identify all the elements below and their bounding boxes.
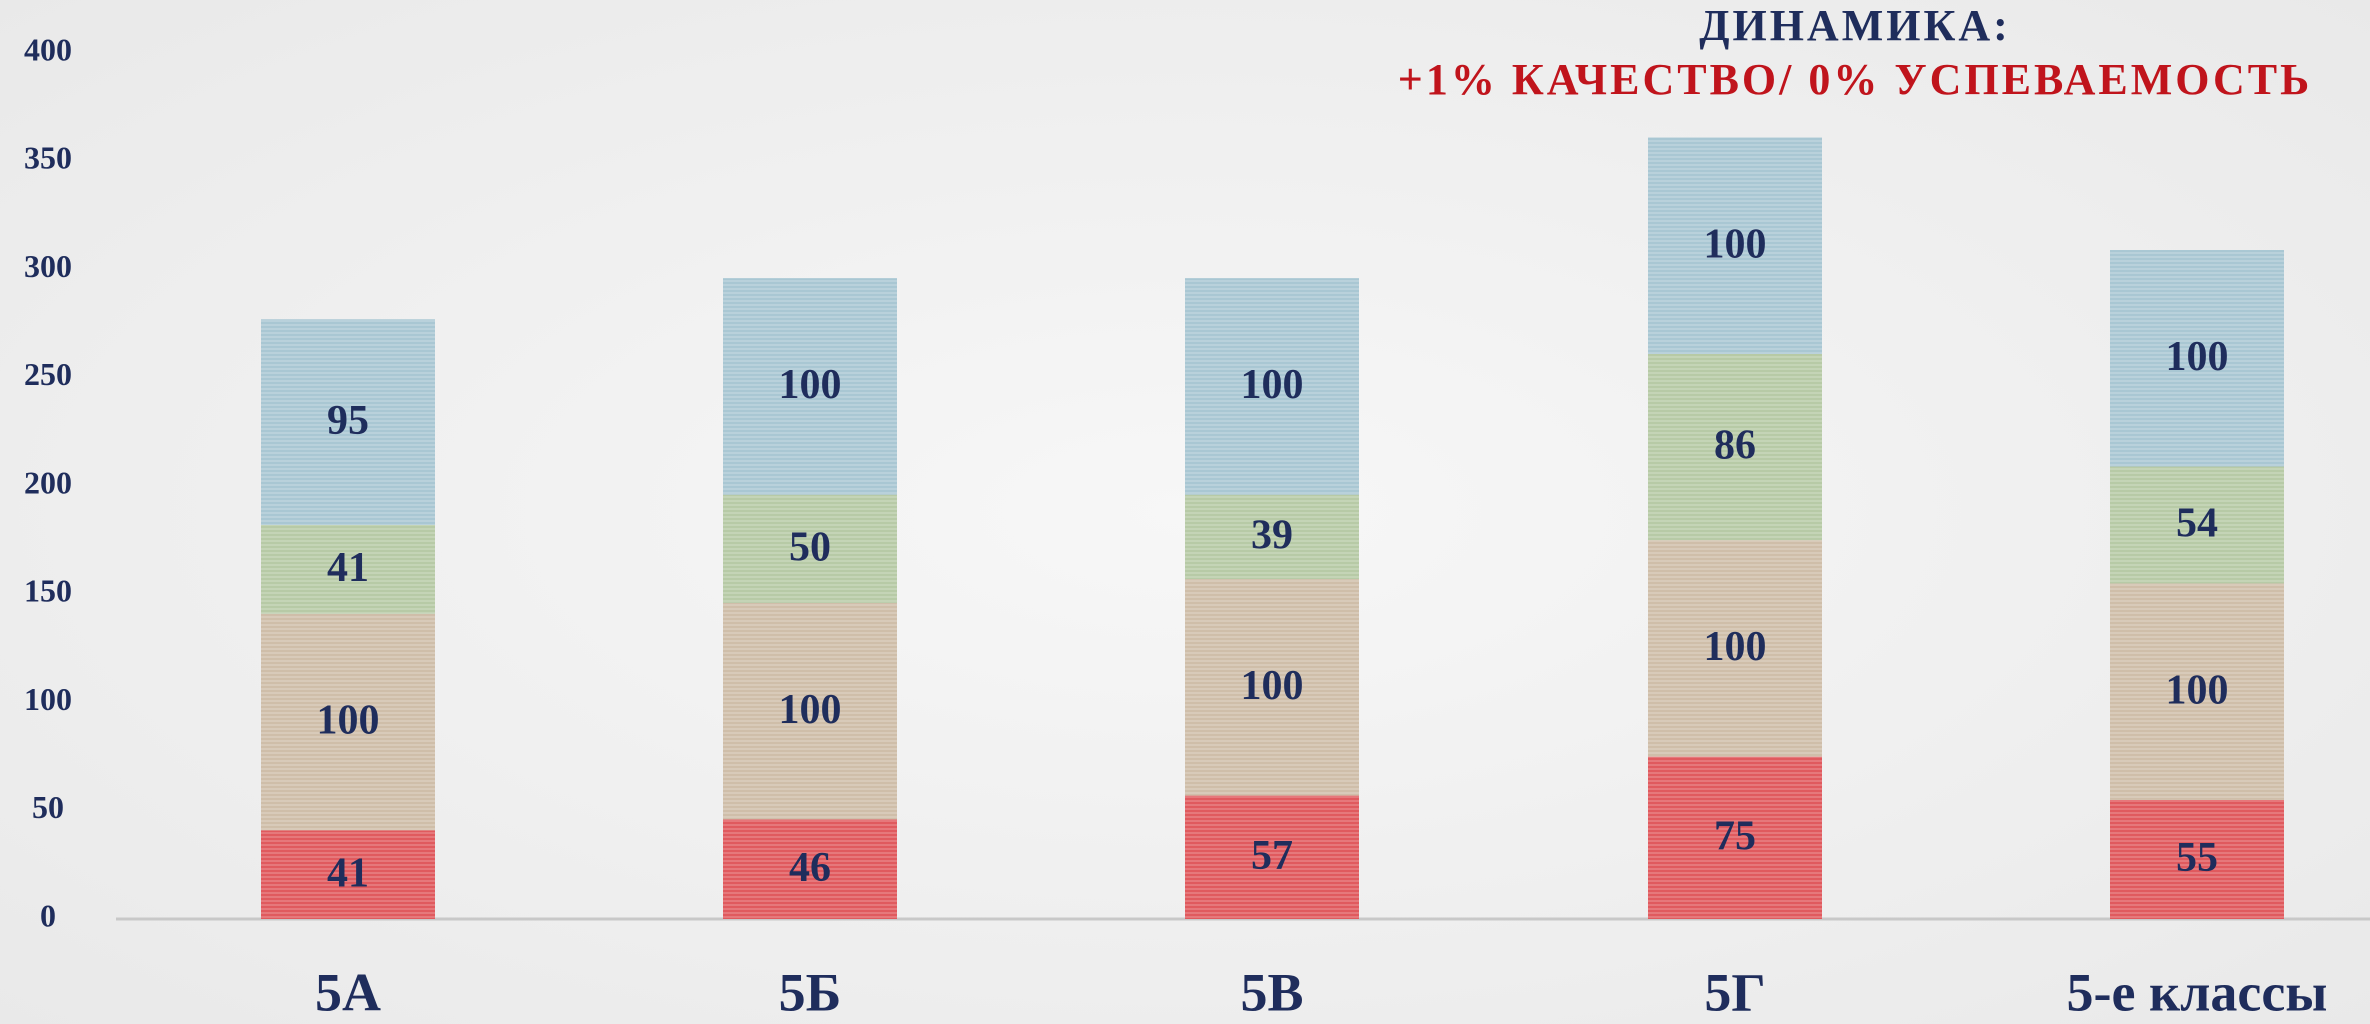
bar-texture — [1648, 756, 1822, 919]
data-label: 95 — [327, 398, 369, 444]
data-label: 86 — [1714, 423, 1756, 469]
chart-title: ДИНАМИКА: — [1699, 1, 2011, 50]
bar-texture — [261, 613, 435, 831]
data-label: 39 — [1251, 513, 1293, 559]
data-label: 46 — [789, 845, 831, 891]
y-tick-label: 0 — [40, 897, 56, 933]
bar-texture — [723, 278, 897, 495]
y-tick-label: 300 — [24, 248, 72, 284]
y-tick-label: 150 — [24, 573, 72, 609]
data-label: 100 — [1704, 221, 1767, 267]
data-label: 41 — [327, 850, 369, 896]
bar-texture — [723, 819, 897, 919]
x-tick-label: 5-е классы — [2067, 962, 2328, 1022]
data-label: 75 — [1714, 813, 1756, 859]
y-tick-label: 400 — [24, 31, 72, 67]
y-tick-label: 200 — [24, 464, 72, 500]
bar-texture — [2110, 583, 2284, 800]
bar-texture — [1185, 795, 1359, 919]
bar-texture — [261, 830, 435, 919]
x-tick-label: 5Б — [779, 962, 842, 1022]
bar-texture — [1185, 278, 1359, 495]
data-label: 41 — [327, 545, 369, 591]
data-label: 100 — [1704, 624, 1767, 670]
data-label: 57 — [1251, 833, 1293, 879]
data-label: 55 — [2176, 835, 2218, 881]
data-label: 100 — [1241, 362, 1304, 408]
bar-texture — [1185, 494, 1359, 580]
bar-texture — [1185, 579, 1359, 796]
data-label: 54 — [2176, 501, 2218, 547]
x-tick-label: 5Г — [1704, 962, 1765, 1022]
bar-texture — [723, 494, 897, 603]
bar-texture — [261, 319, 435, 525]
data-label: 100 — [2166, 334, 2229, 380]
y-tick-label: 350 — [24, 140, 72, 176]
bar-texture — [1648, 137, 1822, 354]
data-label: 100 — [1241, 663, 1304, 709]
bar-texture — [2110, 799, 2284, 919]
x-tick-label: 5В — [1240, 962, 1303, 1022]
bar-texture — [1648, 540, 1822, 757]
data-label: 100 — [317, 698, 380, 744]
y-tick-label: 250 — [24, 356, 72, 392]
bar-texture — [2110, 250, 2284, 467]
data-label: 100 — [2166, 667, 2229, 713]
data-label: 100 — [779, 687, 842, 733]
bar-texture — [1648, 353, 1822, 541]
data-label: 100 — [779, 362, 842, 408]
bar-texture — [2110, 466, 2284, 584]
x-tick-label: 5А — [315, 962, 381, 1022]
bar-texture — [261, 524, 435, 614]
chart-subtitle: +1% КАЧЕСТВО/ 0% УСПЕВАЕМОСТЬ — [1398, 55, 2312, 104]
data-label: 50 — [789, 524, 831, 570]
y-tick-label: 50 — [32, 789, 64, 825]
y-tick-label: 100 — [24, 681, 72, 717]
bar-texture — [723, 602, 897, 820]
